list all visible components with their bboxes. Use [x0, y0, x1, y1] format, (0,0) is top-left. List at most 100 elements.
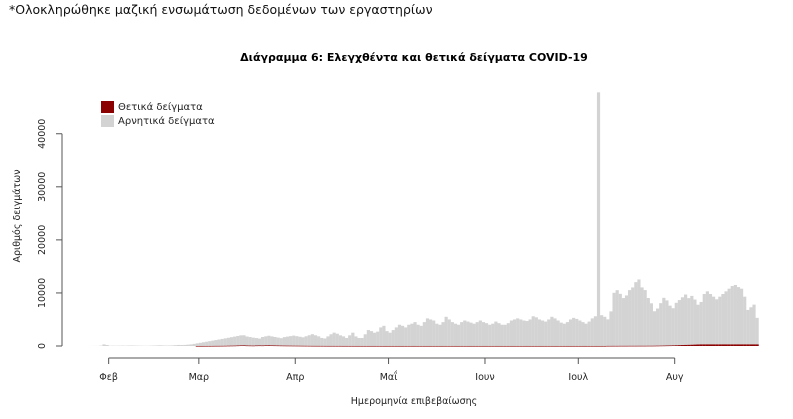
bar-negative [233, 336, 237, 346]
bar-positive [537, 345, 542, 347]
bar-positive [615, 345, 619, 347]
bar-negative [674, 302, 678, 346]
bar-positive [500, 345, 504, 347]
bar-negative [189, 344, 193, 346]
bar-positive [743, 344, 747, 346]
bar-positive [441, 345, 445, 347]
bar-negative [432, 320, 436, 346]
bar-negative [637, 279, 641, 346]
bar-positive [637, 345, 641, 347]
bar-negative [568, 319, 573, 346]
bar-negative [708, 294, 713, 345]
bar-positive [348, 345, 352, 347]
bar-positive [494, 345, 498, 347]
bar-positive [394, 345, 398, 347]
bar-positive [453, 345, 458, 347]
bar-positive [730, 344, 734, 346]
bar-positive [401, 345, 405, 347]
bar-negative [276, 337, 280, 346]
bar-negative [301, 337, 305, 346]
bar-negative [444, 316, 448, 346]
x-tick-label: Απρ [286, 372, 304, 383]
bar-negative [677, 300, 681, 346]
y-tick-label: 0 [37, 343, 48, 349]
bar-negative [484, 323, 489, 346]
bar-negative [345, 337, 349, 346]
bar-positive [544, 345, 548, 347]
bar-negative [348, 335, 352, 346]
bar-negative [665, 300, 669, 346]
bar-positive [214, 345, 218, 347]
bars-group [89, 92, 759, 347]
bar-negative [593, 316, 597, 346]
bar-positive [407, 345, 411, 347]
bar-negative [195, 343, 199, 346]
bar-positive [715, 344, 719, 346]
bar-positive [659, 345, 663, 347]
bar-positive [584, 345, 588, 347]
bar-positive [531, 345, 535, 347]
bar-positive [724, 344, 728, 346]
bar-positive [503, 345, 507, 347]
bar-negative [662, 297, 666, 346]
bar-positive [413, 345, 417, 347]
bar-negative [289, 336, 293, 346]
bar-positive [425, 345, 430, 347]
bar-positive [444, 345, 448, 347]
bar-positive [628, 345, 632, 347]
bar-positive [568, 345, 573, 347]
bar-positive [600, 345, 604, 347]
bar-negative [102, 344, 106, 346]
bar-negative [603, 316, 607, 346]
legend-swatch-positive [101, 101, 114, 113]
bar-positive [273, 345, 277, 347]
bar-negative [373, 332, 377, 346]
bar-negative [506, 323, 510, 346]
bar-negative [730, 286, 734, 345]
bar-negative [438, 324, 442, 346]
y-tick-label: 10000 [37, 278, 48, 308]
bar-positive [432, 345, 436, 347]
bar-positive [410, 345, 414, 347]
bar-positive [198, 345, 203, 347]
bar-positive [621, 345, 625, 347]
y-axis-label: Αριθμός δειγμάτων [12, 169, 23, 262]
bar-negative [363, 334, 367, 346]
x-axis-label: Ημερομηνία επιβεβαίωσης [351, 396, 477, 407]
bar-negative [481, 322, 486, 346]
y-ticks-group: 0 10000 20000 30000 40000 [37, 119, 62, 349]
bar-positive [671, 345, 675, 346]
bar-negative [279, 338, 283, 346]
bar-negative [435, 323, 439, 346]
bar-negative [155, 345, 159, 346]
bar-positive [373, 345, 377, 347]
bar-negative [718, 296, 722, 345]
bar-positive [634, 345, 638, 347]
chart-title: Διάγραμμα 6: Ελεγχθέντα και θετικά δείγμ… [240, 51, 588, 64]
bar-positive [351, 345, 355, 347]
bar-positive [540, 345, 545, 347]
bar-negative [307, 335, 311, 346]
x-tick-label: Μαΐ [380, 371, 398, 383]
bar-negative [292, 335, 296, 346]
bar-positive [369, 345, 374, 347]
bar-positive [257, 345, 262, 347]
bar-negative [590, 318, 594, 346]
bar-positive [705, 344, 709, 346]
bar-positive [295, 345, 299, 347]
bar-positive [699, 344, 703, 346]
bar-positive [593, 345, 597, 347]
bar-positive [466, 345, 470, 347]
bar-negative [180, 345, 184, 346]
bar-negative [245, 336, 249, 346]
bar-negative [357, 338, 361, 346]
bar-negative [161, 345, 165, 346]
bar-positive [363, 345, 367, 347]
bar-negative [575, 318, 579, 346]
bar-positive [509, 345, 514, 347]
bar-positive [236, 345, 240, 347]
bar-positive [379, 345, 383, 347]
bar-negative [453, 323, 458, 346]
bar-negative [469, 322, 473, 346]
bar-positive [267, 345, 271, 346]
